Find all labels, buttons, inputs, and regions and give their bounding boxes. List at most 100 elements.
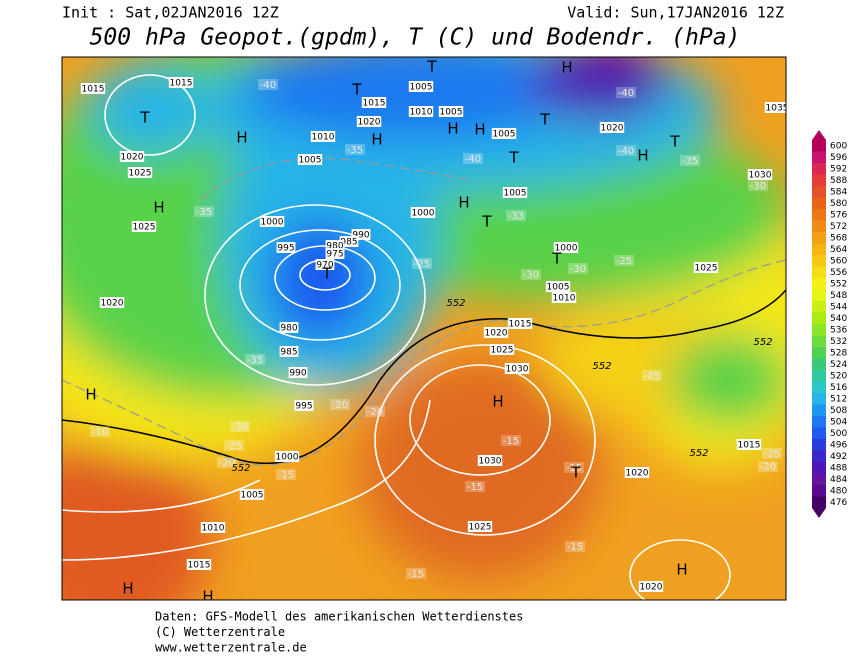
pressure-label-bg (325, 240, 345, 251)
legend-swatch (812, 312, 826, 324)
legend-label: 580 (830, 199, 847, 209)
temperature-label: -25 (226, 441, 242, 452)
pressure-label: 1010 (410, 108, 433, 118)
legend-label: 532 (830, 337, 847, 347)
temperature-label: -25 (644, 371, 660, 382)
pressure-label: 1005 (493, 130, 516, 140)
pressure-label: 1010 (202, 524, 225, 534)
isotherms (62, 157, 786, 466)
pressure-center: T (508, 149, 519, 167)
temperature-label: -30 (232, 422, 248, 433)
legend-swatch (812, 370, 826, 382)
pressure-label-bg (351, 229, 371, 240)
legend-label: 476 (830, 498, 847, 508)
contour-label: 552 (592, 361, 611, 372)
temperature-label: -15 (503, 436, 519, 447)
temperature-label-bg (680, 155, 700, 166)
pressure-center: H (561, 59, 572, 77)
map-title: 500 hPa Geopot.(gpdm), T (C) und Bodendr… (90, 25, 741, 51)
pressure-center: H (153, 199, 164, 217)
pressure-center: H (85, 386, 96, 404)
pressure-label: 985 (280, 348, 297, 358)
legend-swatch (812, 393, 826, 405)
pressure-label-bg (599, 122, 625, 133)
legend-label: 512 (830, 394, 847, 404)
temperature-label-bg (258, 79, 278, 90)
contour-label: 552 (689, 448, 708, 459)
pressure-label: 985 (340, 238, 357, 248)
pressure-label: 1025 (695, 264, 718, 274)
temperature-label-bg (330, 399, 350, 410)
pressure-label-bg (297, 154, 323, 165)
pressure-label: 1020 (358, 118, 381, 128)
temperature-label-bg (614, 255, 634, 266)
legend-label: 520 (830, 371, 847, 381)
pressure-label: 1000 (555, 244, 578, 254)
pressure-label: 1015 (363, 99, 386, 109)
temperature-label: -20 (332, 400, 348, 411)
pressure-label-bg (553, 242, 579, 253)
pressure-center: H (637, 147, 648, 165)
pressure-label: 1030 (749, 171, 772, 181)
pressure-label: 1020 (121, 153, 144, 163)
contour-label: 552 (753, 337, 772, 348)
legend-label: 528 (830, 348, 847, 358)
temperature-label-bg (521, 269, 541, 280)
pressure-label: 1005 (440, 108, 463, 118)
legend-swatch (812, 335, 826, 347)
pressure-label-bg (491, 128, 517, 139)
pressure-label-bg (438, 106, 464, 117)
temperature-label: -30 (750, 181, 766, 192)
legend-label: 524 (830, 360, 847, 370)
pressure-label-bg (551, 292, 577, 303)
pressure-label: 1005 (299, 156, 322, 166)
pressure-label: 1025 (469, 523, 492, 533)
pressure-label-bg (502, 187, 528, 198)
legend-swatch (812, 232, 826, 244)
legend-label: 536 (830, 325, 847, 335)
legend-label: 544 (830, 302, 847, 312)
pressure-label-bg (168, 77, 194, 88)
pressure-label: 980 (326, 242, 343, 252)
legend-label: 516 (830, 383, 847, 393)
temperature-label-bg (345, 144, 365, 155)
temperature-label: -30 (523, 270, 539, 281)
temperature-label: -25 (616, 256, 632, 267)
pressure-label-bg (80, 83, 106, 94)
legend-swatch (812, 140, 826, 152)
pressure-center: H (371, 131, 382, 149)
pressure-label-bg (467, 521, 493, 532)
pressure-label: 1000 (261, 218, 284, 228)
pressure-label: 1020 (626, 469, 649, 479)
temperature-label-bg (642, 370, 662, 381)
pressure-center: H (492, 393, 503, 411)
pressure-center: H (236, 129, 247, 147)
temperature-label: -15 (408, 569, 424, 580)
temperature-label: -20 (367, 407, 383, 418)
pressure-center: H (447, 120, 458, 138)
pressure-label: 1010 (553, 294, 576, 304)
legend-swatch (812, 186, 826, 198)
valid-time: Valid: Sun,17JAN2016 12Z (567, 4, 784, 22)
pressure-label-bg (127, 167, 153, 178)
legend-swatch (812, 439, 826, 451)
pressure-label-bg (410, 207, 436, 218)
pressure-label: 1000 (412, 209, 435, 219)
legend-swatch (812, 347, 826, 359)
pressure-label-bg (507, 318, 533, 329)
legend-swatch (812, 197, 826, 209)
pressure-label: 1005 (410, 83, 433, 93)
legend-label: 568 (830, 233, 847, 243)
pressure-label-bg (279, 322, 299, 333)
temperature-label: -33 (508, 211, 524, 222)
legend-swatch (812, 427, 826, 439)
pressure-center: T (321, 265, 332, 283)
pressure-label-bg (288, 367, 308, 378)
isobars (62, 74, 731, 600)
temperature-label-bg (616, 145, 636, 156)
pressure-label: 995 (295, 402, 312, 412)
pressure-label-bg (279, 346, 299, 357)
pressure-label-bg (276, 242, 296, 253)
pressure-label: 970 (316, 261, 333, 271)
